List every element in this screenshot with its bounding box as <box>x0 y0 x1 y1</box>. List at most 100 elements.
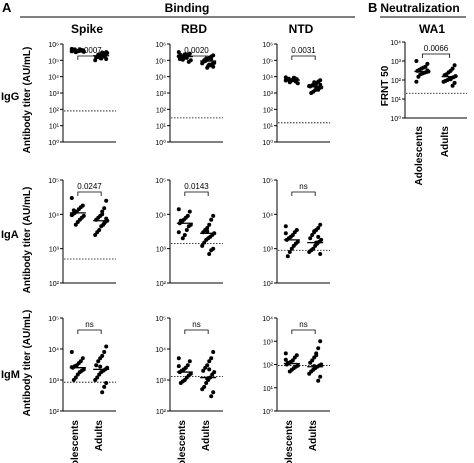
data-point <box>176 364 181 369</box>
data-point <box>211 64 216 69</box>
y-tick-label: 10⁵ <box>48 178 59 185</box>
y-tick-label: 10³ <box>391 59 402 66</box>
data-point <box>318 222 323 227</box>
y-tick-label: 10⁶ <box>262 42 273 49</box>
data-point <box>209 356 214 361</box>
data-point <box>289 246 294 251</box>
panel-igg-rbd: 10⁰ 10¹ 10² 10³ 10⁴ 10⁵ 10⁶ 0.0020 <box>155 42 223 147</box>
y-tick-label: 10¹ <box>391 97 402 104</box>
y-axis-label-iga: Antibody titer (AU/mL) <box>22 187 33 294</box>
data-point <box>186 224 191 229</box>
y-tick-label: 10³ <box>156 91 167 98</box>
data-point <box>316 87 321 92</box>
data-point <box>176 207 181 212</box>
y-tick-label: 10⁴ <box>390 40 401 47</box>
data-point <box>318 339 323 344</box>
row-label-igm: IgM <box>1 369 20 381</box>
data-point <box>287 369 292 374</box>
y-tick-label: 10⁴ <box>155 347 166 354</box>
data-point <box>441 79 446 84</box>
y-tick-label: 10¹ <box>49 124 60 131</box>
y-tick-label: 10⁴ <box>262 316 273 323</box>
data-point <box>69 350 74 354</box>
panel-igg-ntd: 10⁰ 10¹ 10² 10³ 10⁴ 10⁵ 10⁶ 0.0031 <box>262 42 330 147</box>
data-point <box>310 233 315 237</box>
data-point <box>96 359 101 364</box>
y-tick-label: 10² <box>391 78 402 85</box>
y-tick-label: 10⁴ <box>155 75 166 82</box>
data-point <box>207 222 212 227</box>
y-tick-label: 10² <box>49 107 60 114</box>
panel-iga-rbd: 10² 10³ 10⁴ 10⁵ 0.0143 <box>155 178 223 288</box>
data-point <box>318 374 323 379</box>
y-tick-label: 10⁵ <box>48 316 59 323</box>
y-tick-label: 10² <box>156 281 167 288</box>
data-point <box>307 371 312 376</box>
data-point <box>200 387 205 392</box>
data-point <box>98 55 103 60</box>
panel-b-letter: B <box>368 0 377 15</box>
y-tick-label: 10¹ <box>263 124 274 131</box>
data-point <box>414 59 419 63</box>
row-label-iga: IgA <box>1 229 19 241</box>
significance-bracket <box>421 53 451 58</box>
data-point <box>209 217 214 222</box>
significance-bracket <box>291 191 316 196</box>
data-point <box>207 252 212 256</box>
data-point <box>209 394 214 399</box>
data-point <box>182 52 187 57</box>
y-tick-label: 10³ <box>263 91 274 98</box>
significance-bracket <box>77 55 102 60</box>
y-tick-label: 10⁵ <box>155 58 166 65</box>
data-point <box>93 378 98 382</box>
data-point <box>316 378 321 383</box>
data-point <box>176 50 181 55</box>
data-point <box>312 364 317 369</box>
y-tick-label: 10² <box>49 281 60 288</box>
data-point <box>184 228 189 232</box>
data-point <box>201 368 206 373</box>
data-point <box>312 229 317 234</box>
data-point <box>414 79 419 84</box>
y-tick-label: 10⁰ <box>155 139 166 147</box>
data-point <box>200 243 205 248</box>
p-value-label: 0.0007 <box>77 46 102 55</box>
panel-igg-spike: 10⁰ 10¹ 10² 10³ 10⁴ 10⁵ 10⁶ 0.0007 <box>48 42 116 147</box>
p-value-label: ns <box>85 320 93 329</box>
data-point <box>318 252 323 256</box>
y-tick-label: 10⁴ <box>155 212 166 219</box>
significance-bracket <box>184 55 209 60</box>
data-point <box>186 59 191 64</box>
data-point <box>291 243 296 248</box>
column-title-spike: Spike <box>71 22 103 36</box>
y-tick-label: 10⁵ <box>262 178 273 185</box>
y-tick-label: 10³ <box>49 247 60 254</box>
y-tick-label: 10⁴ <box>262 212 273 219</box>
data-point <box>207 359 212 364</box>
x-label-adolescents: Adolescents <box>284 420 295 463</box>
p-value-label: ns <box>299 182 307 191</box>
y-tick-label: 10² <box>263 281 274 288</box>
data-point <box>94 363 99 368</box>
data-point <box>287 250 292 254</box>
y-tick-label: 10⁵ <box>155 316 166 323</box>
p-value-label: 0.0247 <box>77 182 102 191</box>
data-point <box>102 384 107 389</box>
data-point <box>93 58 98 63</box>
x-label-adults: Adults <box>440 126 451 158</box>
data-point <box>100 51 105 56</box>
column-title-ntd: NTD <box>289 22 314 36</box>
p-value-label: 0.0143 <box>184 182 209 191</box>
y-tick-label: 10¹ <box>156 124 167 131</box>
plot-panels: 10⁰10¹10²10³10⁴10⁵10⁶0.000710⁰10¹10²10³1… <box>48 40 467 416</box>
p-value-label: 0.0031 <box>291 46 316 55</box>
significance-bracket <box>77 329 102 334</box>
data-point <box>104 216 109 221</box>
data-point <box>283 357 288 362</box>
data-point <box>104 381 109 385</box>
y-tick-label: 10³ <box>263 339 274 346</box>
data-point <box>308 360 313 365</box>
data-point <box>312 80 317 85</box>
x-labels-col2: Adolescents Adults <box>177 420 212 463</box>
data-point <box>182 233 187 237</box>
